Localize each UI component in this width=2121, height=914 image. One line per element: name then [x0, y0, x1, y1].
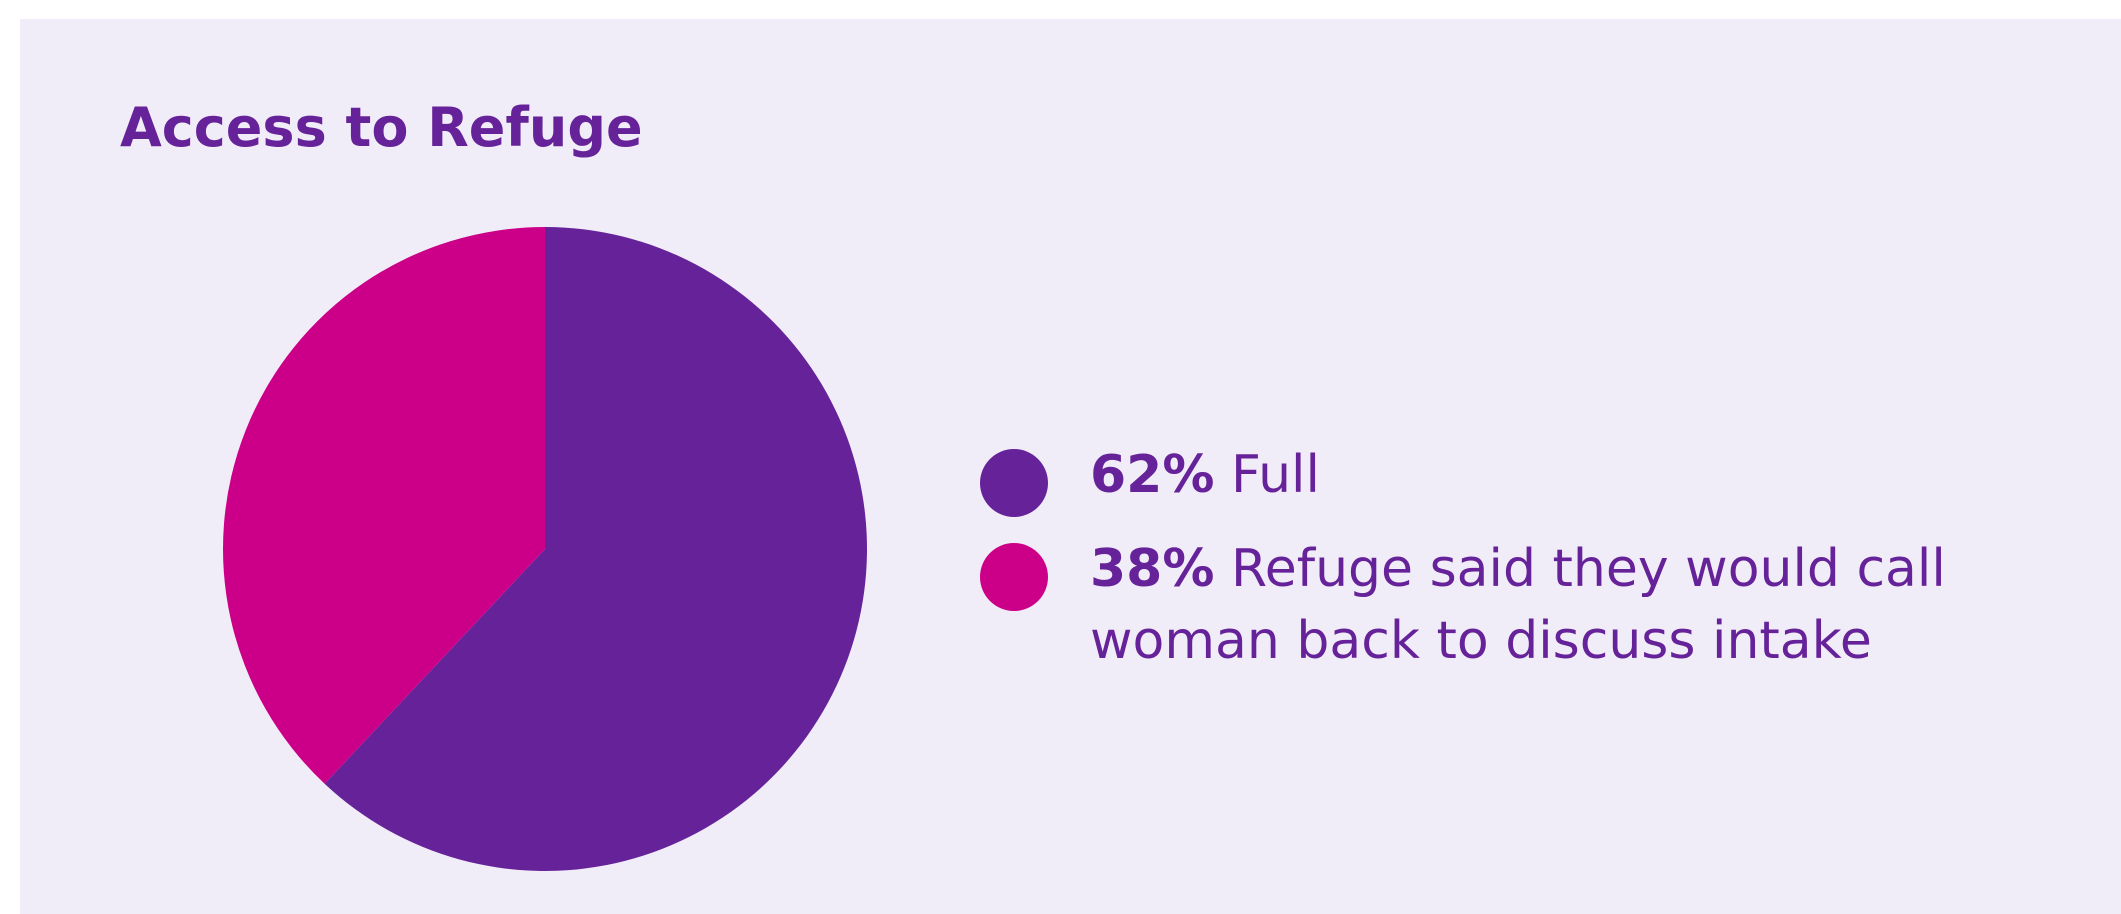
legend: 62% Full 38% Refuge said they would call… [980, 439, 2100, 699]
pie-chart [222, 227, 867, 871]
legend-item-callback: 38% Refuge said they would call woman ba… [980, 533, 2100, 677]
chart-title: Access to Refuge [120, 96, 643, 159]
chart-panel: Access to Refuge 62% Full 38% Refuge sai… [20, 19, 2121, 914]
legend-label: Refuge said they would call woman back t… [1090, 539, 1946, 671]
legend-percent: 38% [1090, 539, 1215, 599]
pie-slice-full [324, 227, 867, 871]
legend-swatch-callback [980, 543, 1048, 611]
pie-slice-callback [222, 227, 546, 784]
legend-item-full: 62% Full [980, 439, 2100, 517]
legend-swatch-full [980, 449, 1048, 517]
legend-percent: 62% [1090, 445, 1215, 505]
legend-label: Full [1231, 445, 1320, 505]
